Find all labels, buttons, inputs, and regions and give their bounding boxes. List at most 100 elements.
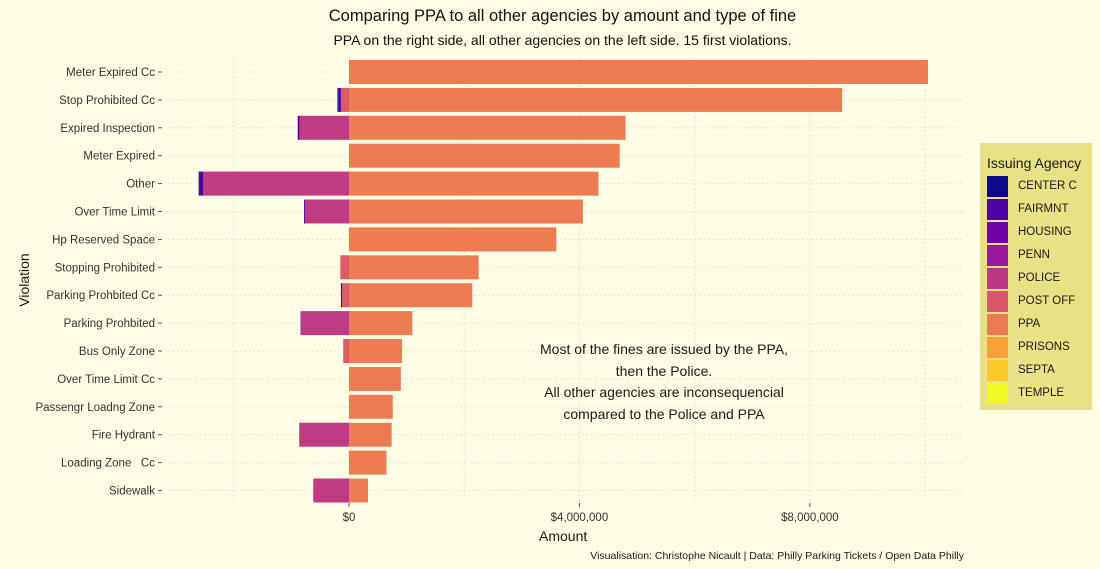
bar-ppa xyxy=(349,227,557,252)
bar-ppa xyxy=(349,171,599,196)
bar-police xyxy=(203,171,349,196)
annotation-text: Most of the fines are issued by the PPA,… xyxy=(508,339,820,425)
y-tick-label: Stop Prohibited Cc xyxy=(59,95,155,107)
chart-title: Comparing PPA to all other agencies by a… xyxy=(328,7,797,25)
y-tick-label: Meter Expired Cc xyxy=(66,67,155,79)
bar-police xyxy=(300,422,349,447)
y-tick-label: Over Time Limit xyxy=(74,207,155,219)
legend-swatch xyxy=(987,199,1008,220)
bar-post-off xyxy=(342,283,349,308)
bar-ppa xyxy=(349,422,392,447)
x-axis-label: Amount xyxy=(539,528,588,544)
y-tick-label: Sidewalk xyxy=(109,486,155,498)
bar-post-off xyxy=(340,255,349,280)
bar-police xyxy=(301,311,349,336)
y-tick-labels: Meter Expired Cc Stop Prohibited Cc Expire… xyxy=(35,67,162,498)
legend-item: PRISONS xyxy=(987,337,1087,359)
bar-fairmnt xyxy=(299,422,301,447)
annotation-line: All other agencies are inconsequencial xyxy=(544,384,784,400)
legend-label: CENTER C xyxy=(1018,180,1077,192)
legend-label: FAIRMNT xyxy=(1018,203,1069,215)
legend-swatch xyxy=(987,245,1008,266)
bar-ppa xyxy=(349,283,473,308)
legend-label: SEPTA xyxy=(1018,364,1055,376)
y-tick-label: Parking Prohbited xyxy=(64,318,155,330)
legend-item: PPA xyxy=(987,314,1087,336)
legend-label: POST OFF xyxy=(1018,295,1076,307)
bar-ppa xyxy=(349,143,620,168)
legend-label: TEMPLE xyxy=(1018,387,1065,399)
legend-item: CENTER C xyxy=(987,176,1087,198)
y-tick-label: Expired Inspection xyxy=(60,123,155,135)
bar-ppa xyxy=(349,115,626,140)
bar-ppa xyxy=(349,394,393,419)
legend-label: HOUSING xyxy=(1018,226,1072,238)
legend-swatch xyxy=(987,176,1008,197)
legend-item: PENN xyxy=(987,245,1087,267)
caption: Visualisation: Christophe Nicault | Data… xyxy=(590,550,964,562)
legend-item: HOUSING xyxy=(987,222,1087,244)
y-tick-label: Fire Hydrant xyxy=(92,430,156,442)
y-tick-label: Loading Zone Cc xyxy=(61,458,155,470)
legend-swatch xyxy=(987,360,1008,381)
bar-ppa xyxy=(349,60,928,84)
legend-swatch xyxy=(987,291,1008,312)
bar-ppa xyxy=(349,366,401,391)
legend: Issuing Agency CENTER C FAIRMNT HOUSING PEN… xyxy=(980,143,1092,410)
y-tick-label: Over Time Limit Cc xyxy=(57,374,155,386)
bar-fairmnt xyxy=(297,115,300,140)
bar-fairmnt xyxy=(340,283,343,308)
legend-swatch xyxy=(987,222,1008,243)
bar-ppa xyxy=(349,339,403,363)
y-axis-label: Violation xyxy=(16,253,32,307)
x-tick-label: $8,000,000 xyxy=(781,512,839,524)
bar-fairmnt xyxy=(300,311,302,336)
bar-ppa xyxy=(349,255,479,280)
legend-item: SEPTA xyxy=(987,360,1087,382)
legend-item: POLICE xyxy=(987,268,1087,290)
bar-police xyxy=(305,199,349,224)
legend-swatch xyxy=(987,383,1008,404)
y-tick-label: Stopping Prohibited xyxy=(55,262,155,274)
y-tick-label: Other xyxy=(126,179,155,191)
legend-label: PENN xyxy=(1018,249,1050,261)
bar-ppa xyxy=(349,199,583,224)
bar-fairmnt xyxy=(304,199,306,224)
y-tick-label: Passengr Loadng Zone xyxy=(35,402,155,414)
legend-title: Issuing Agency xyxy=(987,155,1082,171)
y-tick-label: Meter Expired xyxy=(83,151,155,163)
bar-fairmnt xyxy=(199,171,204,196)
x-tick-label: $0 xyxy=(343,512,356,524)
annotation-line: then the Police. xyxy=(615,362,713,379)
bar-center-c xyxy=(198,171,200,196)
bar-post-off xyxy=(340,87,349,112)
x-tick-labels: $0 $4,000,000 $8,000,000 xyxy=(343,503,839,524)
legend-item: POST OFF xyxy=(987,291,1087,313)
legend-label: PRISONS xyxy=(1018,341,1070,353)
bar-ppa xyxy=(349,311,413,336)
bar-ppa xyxy=(349,478,369,503)
legend-swatch xyxy=(987,268,1008,289)
bar-ppa xyxy=(349,450,387,475)
bar-post-off xyxy=(343,339,349,363)
y-tick-label: Hp Reserved Space xyxy=(52,234,155,246)
legend-item: TEMPLE xyxy=(987,383,1087,405)
legend-item: FAIRMNT xyxy=(987,199,1087,221)
annotation-line: compared to the Police and PPA xyxy=(563,405,765,422)
legend-label: PPA xyxy=(1018,318,1041,330)
x-tick-label: $4,000,000 xyxy=(551,512,609,524)
bar-fairmnt xyxy=(338,87,341,112)
bar-center-c xyxy=(337,87,339,112)
annotation-line: Most of the fines are issued by the PPA, xyxy=(540,341,788,357)
bar-police xyxy=(313,478,349,503)
legend-swatch xyxy=(987,337,1008,358)
bar-police xyxy=(299,115,349,140)
chart-subtitle: PPA on the right side, all other agencie… xyxy=(333,32,792,48)
y-tick-label: Parking Prohbited Cc xyxy=(46,290,155,302)
y-tick-label: Bus Only Zone xyxy=(79,346,155,358)
legend-label: POLICE xyxy=(1018,272,1061,284)
legend-swatch xyxy=(987,314,1008,335)
bars xyxy=(198,60,928,503)
